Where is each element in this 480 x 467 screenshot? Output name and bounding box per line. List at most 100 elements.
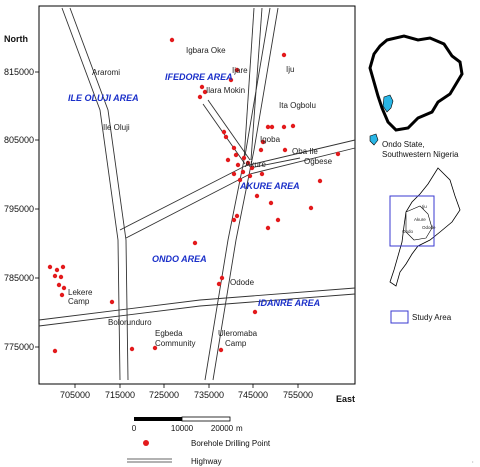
place-label: Ogbese [304,157,333,166]
borehole-point [231,145,237,151]
scale-label: 0 [132,424,137,433]
inset-state-label: Southwestern Nigeria [382,150,459,159]
borehole-point [52,273,58,279]
borehole-point [225,157,231,163]
borehole-point [169,37,175,43]
borehole-point [308,205,314,211]
place-label: Camp [225,339,247,348]
borehole-point [234,67,240,73]
area-label-ile-oluji: ILE OLUJI AREA [68,93,139,103]
borehole-point [234,213,240,219]
inset-map-label: Ondo [402,229,414,234]
place-label: Lekere [68,288,93,297]
scale-bar: 0 10000 20000 m [132,416,243,433]
place-labels: Igbara Oke Araromi Ijare Iju Ilara Mokin… [68,46,333,348]
borehole-point [221,129,227,135]
area-labels: IFEDORE AREA ILE OLUJI AREA AKURE AREA O… [68,72,320,308]
inset-state-label: Ondo State, [382,140,425,149]
borehole-point [231,217,237,223]
borehole-point [231,171,237,177]
inset-map-label: Akure [414,217,426,222]
place-label: Igbara Oke [186,46,226,55]
study-area-box [389,195,435,247]
scale-label: 10000 [171,424,194,433]
borehole-point [265,225,271,231]
borehole-point [254,193,260,199]
northing-tick-label: 775000 [4,342,34,352]
borehole-point [197,94,203,100]
borehole-point [129,346,135,352]
borehole-point [335,151,341,157]
east-label: East [336,394,355,404]
scale-label: 20000 [211,424,234,433]
borehole-point [216,281,222,287]
borehole-point [259,171,265,177]
borehole-point [59,292,65,298]
place-label: Odode [230,278,255,287]
northing-tick-label: 805000 [4,135,34,145]
inset-ondo: Iju Akure Ondo Odode Study Area [389,167,461,324]
ondo-state-shape [382,94,394,113]
study-area-region [405,205,433,241]
inset-nigeria: Ondo State, Southwestern Nigeria [368,34,464,159]
easting-tick-labels: 705000 715000 725000 735000 745000 75500… [60,390,313,400]
inset-map-label: Iju [422,204,427,209]
northing-tick-labels: 815000 805000 795000 785000 775000 [4,67,34,352]
place-label: Community [155,339,195,348]
borehole-point [109,299,115,305]
place-label: Bolorunduro [108,318,152,327]
easting-tick-label: 735000 [194,390,224,400]
place-label: Ijare [232,66,248,75]
place-label: Igoba [260,135,281,144]
borehole-point [290,123,296,129]
borehole-point [281,52,287,58]
borehole-point [265,124,271,130]
borehole-point [269,124,275,130]
borehole-point [56,282,62,288]
northing-tick-label: 795000 [4,204,34,214]
place-label: Iju [286,65,294,74]
borehole-point [240,169,246,175]
borehole-point [228,77,234,83]
easting-tick-label: 715000 [105,390,135,400]
inset-map-label: Odode [422,225,436,230]
borehole-point [281,124,287,130]
borehole-point [237,177,243,183]
place-label: Ile Oluji [103,123,130,132]
borehole-point [241,155,247,161]
borehole-point [282,147,288,153]
ondo-state-legend-symbol [369,133,379,146]
borehole-points [47,37,341,354]
area-label-ifedore: IFEDORE AREA [165,72,233,82]
legend-borehole-symbol [143,440,149,446]
borehole-point [60,264,66,270]
legend-borehole-label: Borehole Drilling Point [191,439,271,448]
nigeria-outline [368,34,464,132]
borehole-point [247,173,253,179]
borehole-point [260,139,266,145]
study-area-label: Study Area [412,313,452,322]
area-label-ondo: ONDO AREA [152,254,207,264]
borehole-point [223,134,229,140]
place-label: Camp [68,297,90,306]
borehole-point [258,147,264,153]
northing-tick-label: 815000 [4,67,34,77]
borehole-point [249,165,255,171]
borehole-point [219,275,225,281]
borehole-point [218,347,224,353]
easting-tick-label: 755000 [283,390,313,400]
borehole-point [317,178,323,184]
easting-ticks [74,384,299,388]
northing-tick-label: 785000 [4,273,34,283]
borehole-point [275,217,281,223]
place-label: Oba Ile [292,147,318,156]
map-frame [38,5,356,385]
area-label-akure: AKURE AREA [239,181,300,191]
highways [38,7,356,381]
place-label: Egbeda [155,329,183,338]
corner-mark: • [472,459,474,464]
study-area-legend-symbol [390,310,409,324]
borehole-point [58,274,64,280]
place-label: Araromi [92,68,120,77]
